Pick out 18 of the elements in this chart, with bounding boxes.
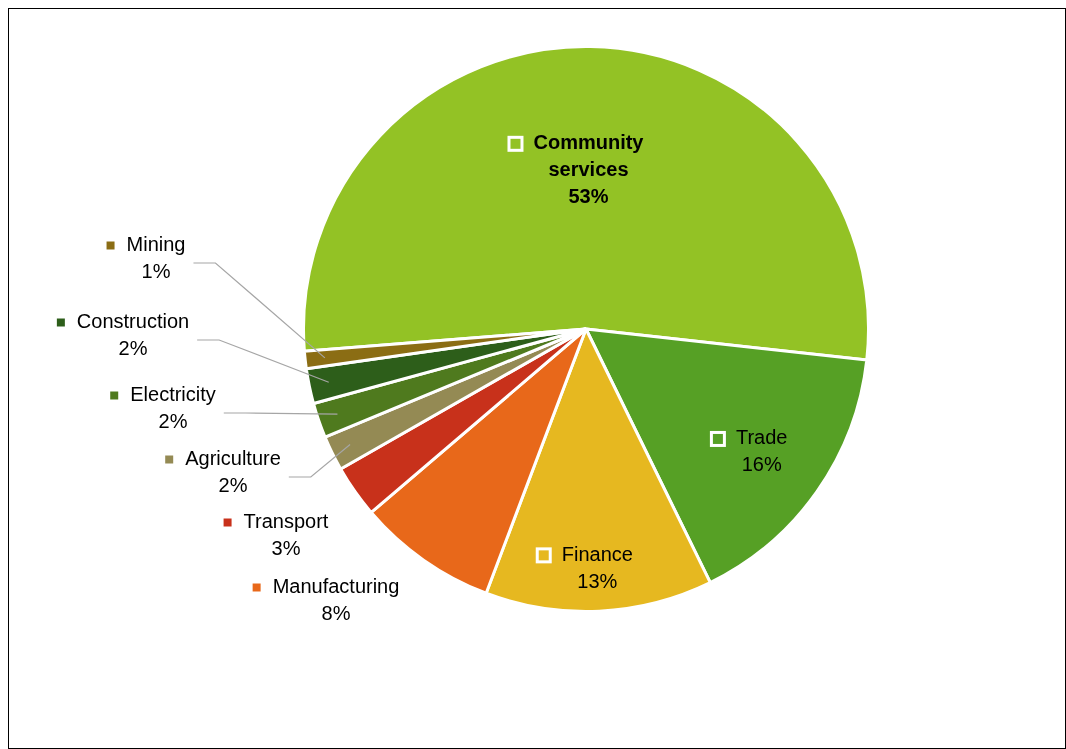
legend-label: Manufacturing	[272, 575, 400, 598]
legend-label: Electricity	[130, 383, 216, 406]
data-label: 2%	[118, 337, 148, 360]
legend-label: Construction	[76, 310, 190, 333]
legend-label: Agriculture	[185, 447, 281, 470]
legend-label: Mining	[126, 233, 186, 256]
data-label: 2%	[218, 474, 248, 497]
data-label: 1%	[141, 260, 171, 283]
data-label: 16%	[741, 453, 782, 476]
legend-label: Community services	[533, 131, 645, 181]
data-label: 53%	[568, 185, 609, 208]
legend-label: Trade	[735, 426, 788, 449]
data-label: 8%	[321, 602, 351, 625]
data-label: 2%	[158, 410, 188, 433]
data-label: 13%	[577, 569, 618, 592]
data-label: 3%	[271, 537, 301, 560]
legend-label: Transport	[243, 510, 329, 533]
legend-label: Finance	[561, 542, 633, 565]
